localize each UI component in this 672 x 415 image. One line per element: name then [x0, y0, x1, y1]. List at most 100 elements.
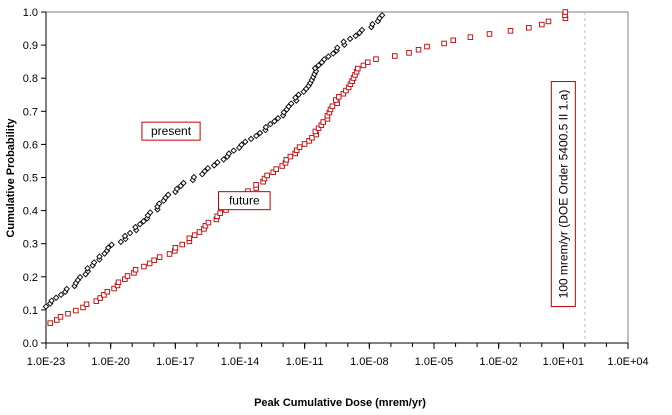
- present-point: [140, 218, 147, 225]
- present-point: [225, 150, 233, 157]
- present-point: [378, 12, 386, 19]
- future-point: [186, 235, 193, 242]
- present-point: [57, 291, 65, 299]
- future-point: [562, 9, 569, 15]
- present-point: [325, 53, 332, 60]
- future-point: [301, 141, 308, 147]
- present-point: [180, 179, 187, 187]
- present-point: [204, 165, 212, 172]
- present-point: [230, 147, 237, 154]
- future-point: [293, 147, 300, 154]
- future-point: [47, 320, 54, 326]
- future-point: [329, 103, 336, 110]
- present-point: [329, 50, 337, 57]
- future-point: [364, 59, 371, 66]
- annotation-reference: 100 mrem/yr (DOE Order 5400.5 II 1.a): [550, 81, 576, 308]
- future-point: [151, 257, 157, 264]
- future-point: [104, 288, 111, 295]
- future-point: [141, 263, 147, 270]
- future-point: [205, 219, 212, 226]
- y-axis: 0.0 0.1 0.2 0.3 0.4 0.5 0.6 0.7 0.8 0.9 1.0: [23, 7, 46, 350]
- present-point: [256, 129, 264, 137]
- present-point: [262, 123, 270, 131]
- future-point: [111, 285, 117, 292]
- future-point: [315, 125, 322, 132]
- y-tick-label: 0.7: [23, 106, 38, 118]
- present-point: [201, 168, 208, 175]
- present-point: [292, 94, 299, 101]
- x-axis: 1.0E-23 1.0E-20 1.0E-17 1.0E-14 1.0E-11 1.0E-…: [27, 343, 649, 368]
- y-axis-title: Cumulative Probability: [5, 118, 17, 238]
- present-point: [241, 138, 249, 146]
- future-point: [333, 97, 339, 103]
- future-point: [545, 18, 552, 25]
- annotation-future-text: future: [229, 194, 260, 208]
- future-point: [124, 273, 131, 279]
- future-point: [57, 314, 64, 320]
- present-point: [52, 294, 60, 301]
- annotation-present: present: [141, 121, 201, 141]
- annotation-future: future: [218, 191, 271, 211]
- annotation-reference-text: 100 mrem/yr (DOE Order 5400.5 II 1.a): [556, 90, 570, 299]
- future-point: [392, 53, 398, 59]
- x-tick-label: 1.0E-08: [350, 356, 389, 368]
- future-point: [486, 31, 493, 37]
- y-tick-label: 1.0: [23, 7, 38, 19]
- future-point: [406, 50, 412, 56]
- x-axis-title: Peak Cumulative Dose (mrem/yr): [254, 397, 426, 409]
- present-point: [238, 141, 245, 149]
- present-point: [267, 120, 274, 128]
- future-point: [450, 37, 457, 44]
- present-point: [76, 273, 84, 281]
- future-point: [97, 295, 103, 301]
- future-point: [156, 254, 163, 260]
- future-point: [283, 156, 290, 163]
- future-point: [273, 166, 279, 172]
- present-point: [358, 26, 366, 34]
- present-point: [155, 200, 163, 207]
- present-point: [340, 38, 347, 46]
- present-point: [136, 220, 144, 228]
- plot-area: [45, 11, 629, 344]
- future-point: [415, 46, 422, 53]
- present-point: [104, 244, 112, 251]
- present-point: [132, 223, 139, 231]
- future-point: [309, 134, 315, 141]
- series-future: [47, 9, 569, 326]
- series-present: [42, 12, 386, 310]
- future-point: [312, 128, 319, 135]
- annotation-present-box: [141, 121, 201, 141]
- y-tick-label: 0.5: [23, 173, 38, 185]
- present-point: [253, 132, 260, 140]
- y-tick-label: 0.8: [23, 73, 38, 85]
- present-point: [146, 209, 154, 216]
- present-point: [63, 285, 70, 293]
- future-point: [214, 213, 220, 220]
- present-point: [311, 65, 319, 72]
- present-point: [214, 159, 221, 166]
- future-point: [80, 304, 86, 311]
- present-point: [117, 238, 125, 246]
- future-point: [360, 62, 367, 69]
- present-point: [346, 35, 354, 43]
- x-tick-label: 1.0E-02: [479, 356, 518, 368]
- future-point: [306, 138, 312, 144]
- x-tick-label: 1.0E-23: [27, 356, 66, 368]
- present-point: [108, 241, 115, 249]
- present-point: [121, 232, 129, 240]
- x-tick-label: 1.0E-14: [221, 356, 260, 368]
- y-tick-label: 0.6: [23, 139, 38, 151]
- future-point: [539, 21, 545, 28]
- series-layer: [42, 9, 569, 326]
- x-tick-label: 1.0E+01: [543, 356, 584, 368]
- future-point: [166, 251, 173, 257]
- x-tick-label: 1.0E-17: [156, 356, 195, 368]
- future-point: [196, 229, 203, 235]
- future-point: [202, 222, 209, 229]
- future-point: [115, 279, 122, 286]
- future-point: [424, 43, 430, 50]
- future-point: [191, 232, 198, 238]
- present-point: [320, 56, 328, 63]
- present-point: [164, 191, 172, 199]
- present-point: [210, 162, 218, 169]
